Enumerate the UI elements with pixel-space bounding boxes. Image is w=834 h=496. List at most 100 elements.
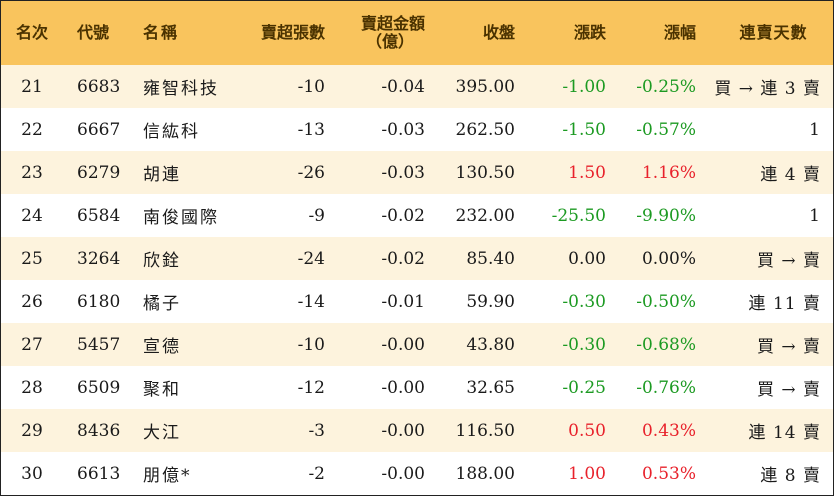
table-header: 名次 代號 名稱 賣超張數 賣超金額 （億） 收盤 漲跌 漲幅 連賣天數 [1, 1, 833, 65]
table-row[interactable]: 28 6509 聚和 -12 -0.00 32.65 -0.25 -0.76% … [1, 366, 833, 409]
stock-name-cell: 朋億* [143, 466, 192, 486]
rank-cell: 21 [21, 76, 43, 97]
change-cell: -0.25 [562, 377, 606, 398]
change-cell: -1.50 [562, 119, 606, 140]
table-row[interactable]: 29 8436 大江 -3 -0.00 116.50 0.50 0.43% 連 … [1, 409, 833, 452]
net-sell-lots-cell: -26 [297, 162, 325, 183]
header-net-sell-amount[interactable]: 賣超金額 （億） [343, 1, 443, 65]
net-sell-amount-cell: -0.00 [381, 334, 425, 355]
consecutive-sell-days-cell: 連 4 賣 [760, 165, 821, 185]
net-sell-lots-cell: -10 [297, 334, 325, 355]
change-pct-cell: 0.53% [641, 463, 696, 484]
net-sell-amount-cell: -0.00 [381, 463, 425, 484]
net-sell-amount-cell: -0.03 [381, 119, 425, 140]
net-sell-amount-cell: -0.01 [381, 291, 425, 312]
header-code[interactable]: 代號 [77, 23, 110, 42]
change-cell: -0.30 [562, 291, 606, 312]
table-row[interactable]: 24 6584 南俊國際 -9 -0.02 232.00 -25.50 -9.9… [1, 194, 833, 237]
change-cell: 1.50 [568, 162, 606, 183]
change-cell: -25.50 [551, 205, 606, 226]
table-row[interactable]: 22 6667 信紘科 -13 -0.03 262.50 -1.50 -0.57… [1, 108, 833, 151]
table-row[interactable]: 23 6279 胡連 -26 -0.03 130.50 1.50 1.16% 連… [1, 151, 833, 194]
header-rank[interactable]: 名次 [15, 23, 48, 42]
net-sell-lots-cell: -14 [297, 291, 325, 312]
change-cell: 1.00 [568, 463, 606, 484]
header-name[interactable]: 名稱 [143, 23, 180, 42]
stock-name-cell: 雍智科技 [143, 79, 219, 99]
consecutive-sell-days-cell: 買 → 賣 [756, 337, 821, 357]
change-pct-cell: 1.16% [641, 162, 696, 183]
header-consecutive-sell-days[interactable]: 連賣天數 [739, 23, 808, 42]
net-sell-lots-cell: -24 [297, 248, 325, 269]
close-price-cell: 59.90 [466, 291, 515, 312]
net-sell-lots-cell: -13 [297, 119, 325, 140]
change-pct-cell: 0.43% [641, 420, 696, 441]
close-price-cell: 43.80 [466, 334, 515, 355]
consecutive-sell-days-cell: 買 → 賣 [756, 380, 821, 400]
rank-cell: 24 [21, 205, 43, 226]
stock-name-cell: 宣德 [143, 337, 181, 357]
rank-cell: 29 [21, 420, 43, 441]
rank-cell: 22 [21, 119, 43, 140]
consecutive-sell-days-cell: 1 [809, 205, 821, 226]
table-row[interactable]: 25 3264 欣銓 -24 -0.02 85.40 0.00 0.00% 買 … [1, 237, 833, 280]
stock-name-cell: 橘子 [143, 294, 181, 314]
rank-cell: 27 [21, 334, 43, 355]
stock-code-cell: 6584 [77, 205, 121, 226]
stock-code-cell: 6180 [77, 291, 121, 312]
change-pct-cell: -0.76% [636, 377, 696, 398]
change-cell: -1.00 [562, 76, 606, 97]
change-pct-cell: -0.68% [636, 334, 696, 355]
stock-code-cell: 3264 [77, 248, 121, 269]
rank-cell: 25 [21, 248, 43, 269]
net-sell-amount-cell: -0.04 [381, 76, 425, 97]
stock-code-cell: 6683 [77, 76, 121, 97]
stock-name-cell: 欣銓 [143, 251, 181, 271]
header-change[interactable]: 漲跌 [573, 23, 606, 42]
consecutive-sell-days-cell: 連 8 賣 [760, 466, 821, 486]
change-pct-cell: -0.25% [636, 76, 696, 97]
close-price-cell: 262.50 [455, 119, 515, 140]
close-price-cell: 32.65 [466, 377, 515, 398]
net-sell-amount-cell: -0.02 [381, 205, 425, 226]
stock-name-cell: 大江 [143, 423, 181, 443]
change-cell: 0.50 [568, 420, 606, 441]
rank-cell: 23 [21, 162, 43, 183]
consecutive-sell-days-cell: 1 [809, 119, 821, 140]
table-row[interactable]: 21 6683 雍智科技 -10 -0.04 395.00 -1.00 -0.2… [1, 65, 833, 108]
net-sell-lots-cell: -2 [308, 463, 325, 484]
change-pct-cell: 0.00% [641, 248, 696, 269]
rank-cell: 28 [21, 377, 43, 398]
table-row[interactable]: 30 6613 朋億* -2 -0.00 188.00 1.00 0.53% 連… [1, 452, 833, 495]
stock-name-cell: 聚和 [143, 380, 181, 400]
stock-name-cell: 胡連 [143, 165, 181, 185]
change-pct-cell: -9.90% [636, 205, 696, 226]
net-sell-lots-cell: -12 [297, 377, 325, 398]
table-body: 21 6683 雍智科技 -10 -0.04 395.00 -1.00 -0.2… [1, 65, 833, 495]
table-row[interactable]: 27 5457 宣德 -10 -0.00 43.80 -0.30 -0.68% … [1, 323, 833, 366]
close-price-cell: 85.40 [466, 248, 515, 269]
net-sell-amount-cell: -0.02 [381, 248, 425, 269]
rank-cell: 30 [21, 463, 43, 484]
net-sell-amount-cell: -0.00 [381, 420, 425, 441]
change-cell: -0.30 [562, 334, 606, 355]
stock-name-cell: 信紘科 [143, 122, 200, 142]
stock-code-cell: 6509 [77, 377, 121, 398]
net-sell-lots-cell: -9 [308, 205, 325, 226]
consecutive-sell-days-cell: 連 14 賣 [748, 423, 821, 443]
close-price-cell: 116.50 [455, 420, 515, 441]
change-pct-cell: -0.57% [636, 119, 696, 140]
net-sell-amount-cell: -0.03 [381, 162, 425, 183]
net-sell-lots-cell: -10 [297, 76, 325, 97]
table-row[interactable]: 26 6180 橘子 -14 -0.01 59.90 -0.30 -0.50% … [1, 280, 833, 323]
header-close[interactable]: 收盤 [482, 23, 515, 42]
header-change-pct[interactable]: 漲幅 [663, 23, 696, 42]
stock-code-cell: 5457 [77, 334, 121, 355]
rank-cell: 26 [21, 291, 43, 312]
stock-code-cell: 6613 [77, 463, 121, 484]
header-net-sell-amount-line2: （億） [365, 32, 414, 51]
close-price-cell: 395.00 [455, 76, 515, 97]
header-net-sell-lots[interactable]: 賣超張數 [260, 23, 325, 42]
